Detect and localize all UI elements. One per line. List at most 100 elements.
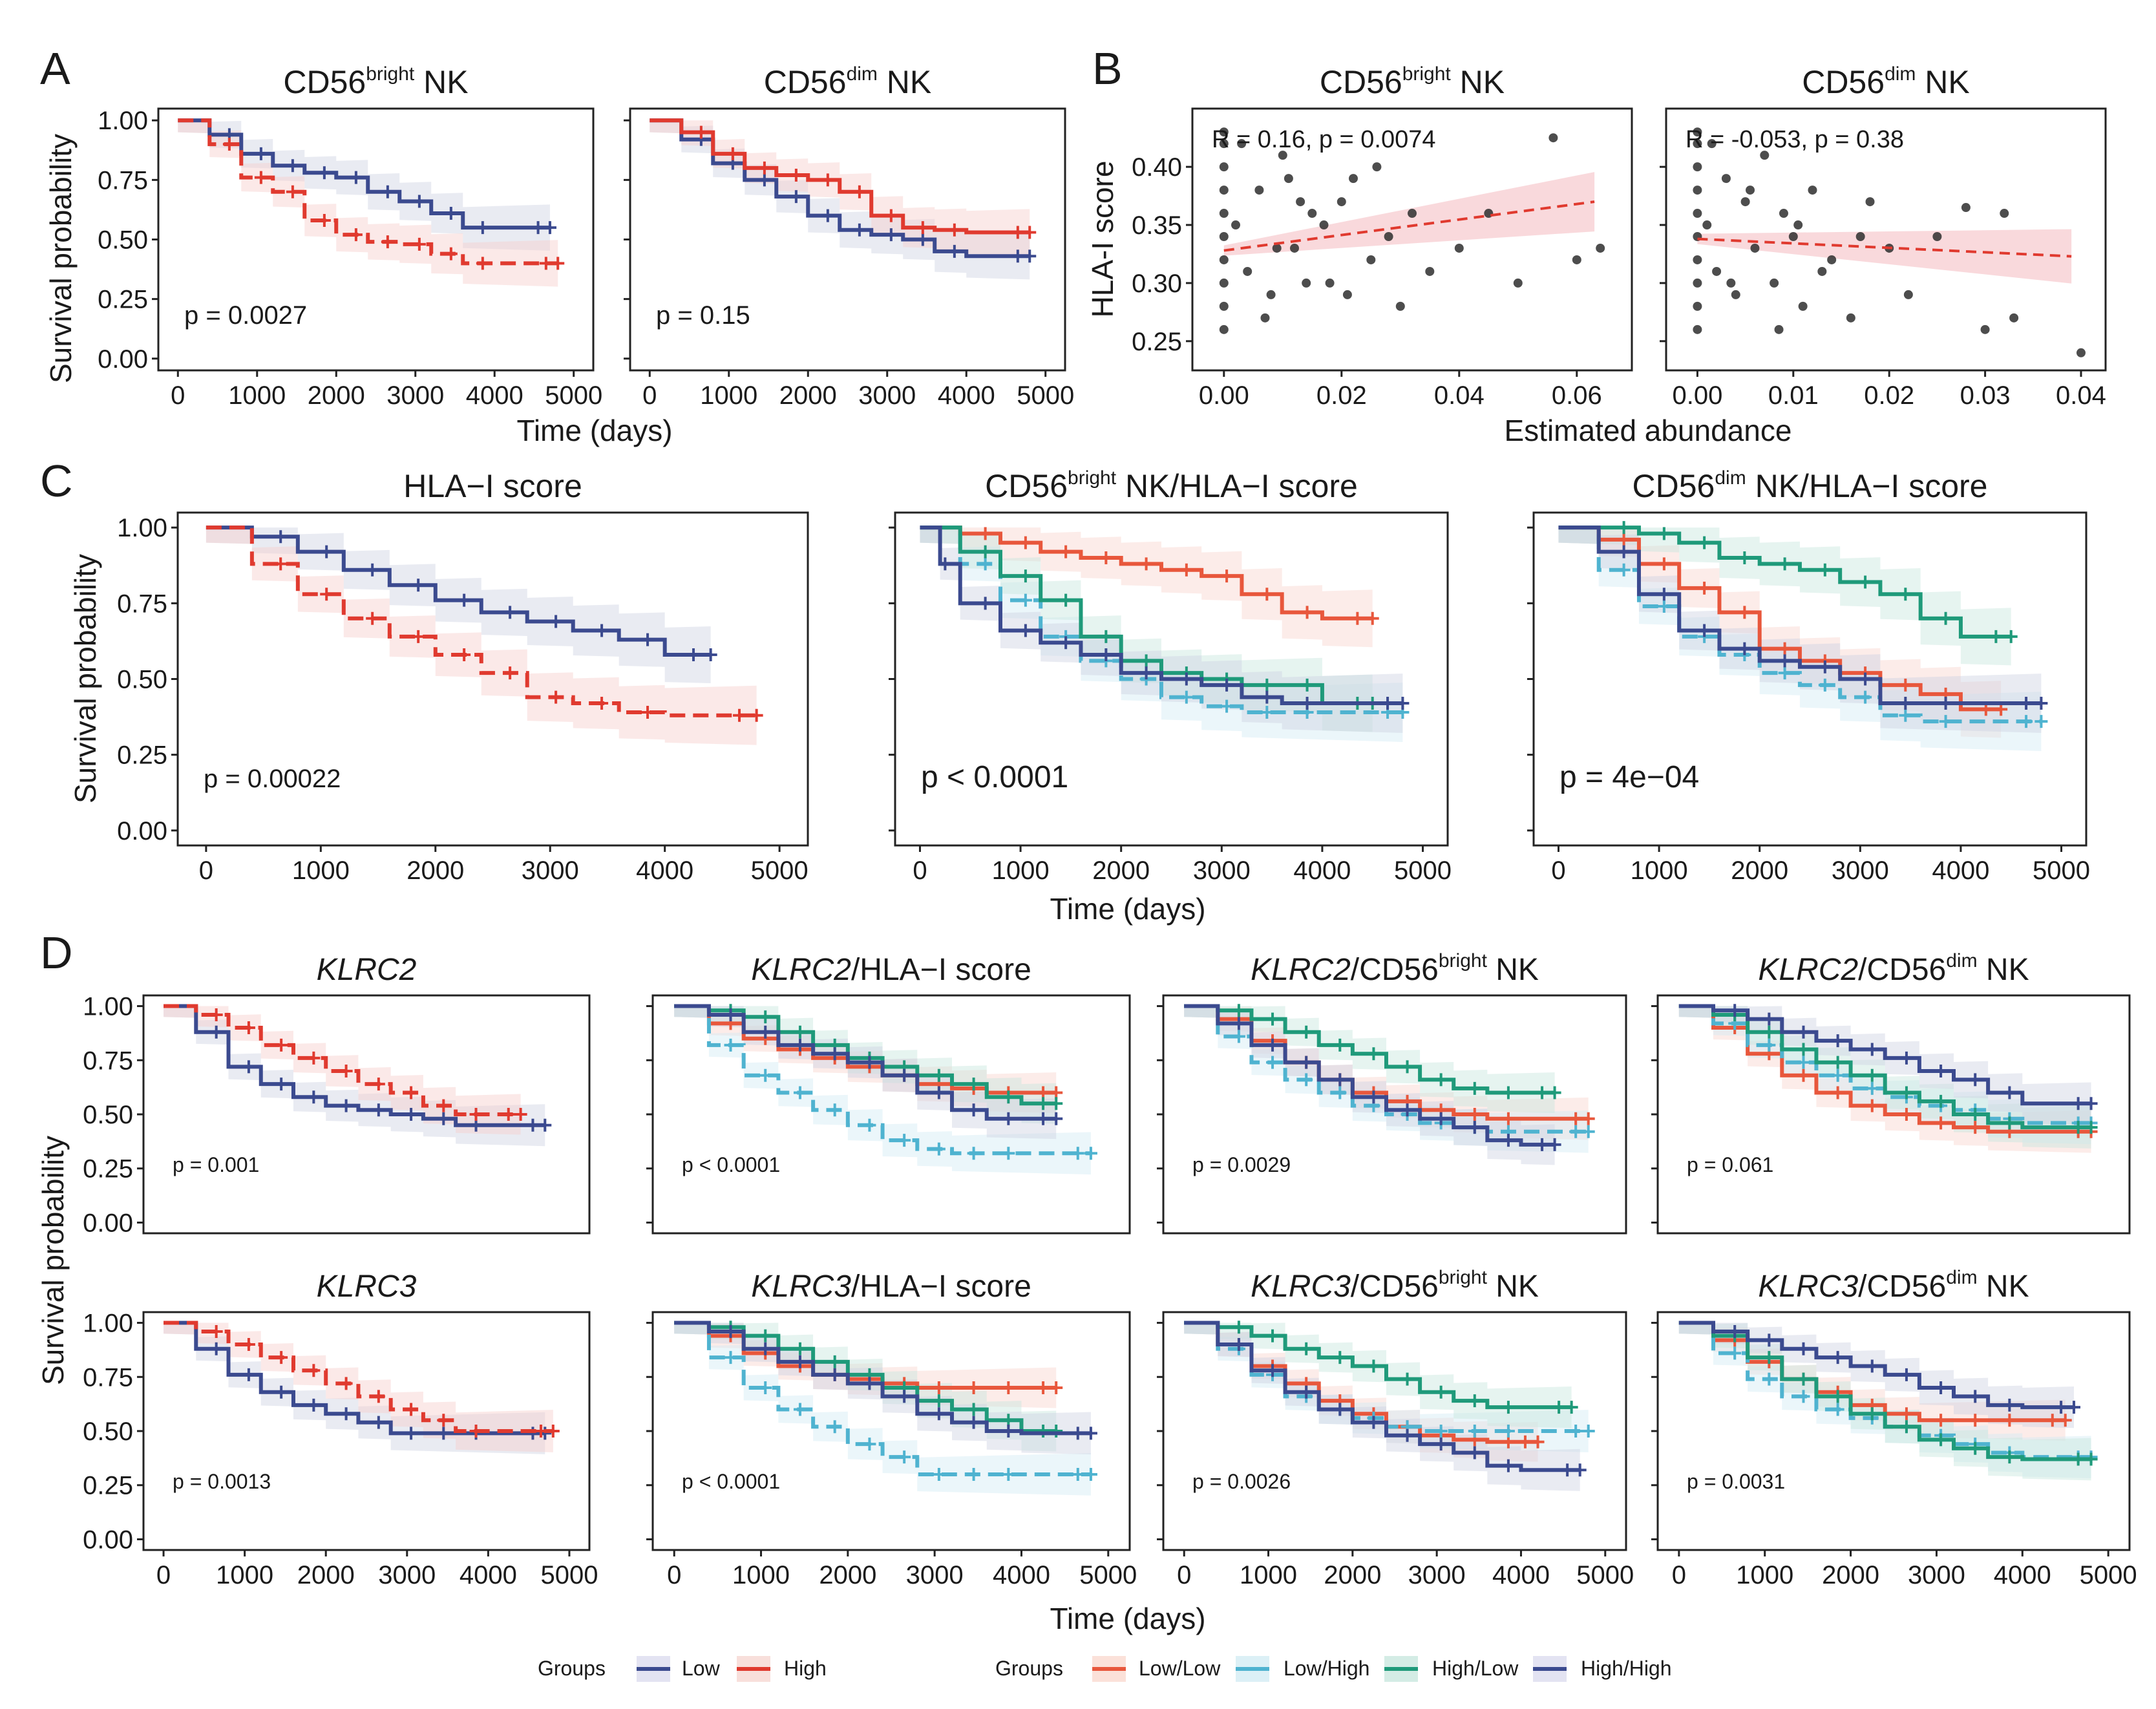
censor-mark	[1050, 1425, 1063, 1438]
km-confidence-band	[1678, 1322, 2091, 1479]
censor-mark	[1050, 1381, 1063, 1395]
censor-mark	[932, 1068, 946, 1082]
censor-mark	[412, 195, 426, 208]
censor-mark	[1300, 1073, 1313, 1087]
censor-mark	[1220, 699, 1234, 713]
y-tick-label: 0.75	[117, 589, 167, 618]
scatter-point	[1693, 139, 1702, 149]
chart-d1: KLRC2 0.00 0.25 0.50 0.75 1.00 p = 0.001	[83, 953, 591, 1237]
censor-mark	[539, 257, 553, 270]
censor-mark	[2003, 1450, 2016, 1464]
chart-c3: CD56dim NK/HLA−I score 0 1000 2000 3000 4000 5…	[1527, 467, 2090, 885]
y-tick-label: 0.00	[98, 345, 148, 374]
scatter-point	[1219, 209, 1229, 218]
chart-title: CD56bright NK/HLA−I score	[985, 467, 1358, 504]
x-tick-label: 2000	[308, 381, 365, 410]
censor-mark	[978, 597, 992, 610]
censor-mark	[412, 630, 425, 643]
censor-mark	[254, 171, 268, 184]
censor-mark	[1002, 1467, 1015, 1481]
x-tick-label: 0	[156, 1561, 171, 1589]
x-tick-label: 0.06	[1552, 381, 1602, 410]
censor-mark	[852, 185, 866, 198]
censor-mark	[538, 1118, 552, 1132]
censor-mark	[2034, 715, 2048, 728]
x-tick-label: 3000	[906, 1561, 964, 1589]
censor-mark	[1531, 1435, 1545, 1449]
chart-title: CD56dim NK	[1802, 63, 1970, 100]
censor-mark	[1698, 581, 1711, 595]
censor-mark	[339, 1377, 353, 1390]
censor-mark	[1300, 1385, 1313, 1399]
censor-mark	[1266, 1056, 1280, 1069]
censor-mark	[1179, 672, 1193, 686]
censor-mark	[366, 611, 379, 625]
censor-mark	[1778, 642, 1791, 655]
censor-mark	[1698, 536, 1711, 549]
correlation-annotation: R = 0.16, p = 0.0074	[1212, 126, 1436, 153]
scatter-point	[1572, 255, 1581, 264]
censor-mark	[1797, 1372, 1810, 1386]
censor-mark	[242, 1338, 255, 1352]
censor-mark	[503, 606, 517, 619]
scatter-point	[1793, 220, 1803, 230]
censor-mark	[503, 666, 517, 680]
km-confidence-band	[1184, 1322, 1589, 1452]
x-tick-label: 4000	[460, 1561, 517, 1589]
censor-mark	[2003, 1086, 2016, 1099]
censor-mark	[828, 1355, 841, 1368]
censor-mark	[793, 1038, 807, 1052]
censor-mark	[1762, 1372, 1776, 1386]
censor-mark	[1969, 1121, 1982, 1134]
censor-mark	[1071, 1427, 1084, 1440]
x-tick-label: 1000	[1240, 1561, 1297, 1589]
scatter-point	[1425, 266, 1435, 276]
km-confidence-band	[920, 527, 1373, 648]
censor-mark	[1300, 1342, 1313, 1355]
censor-mark	[1232, 1338, 1245, 1352]
chart-d4: KLRC2/CD56dim NK p = 0.061	[1651, 950, 2131, 1235]
km-curve-low-high	[674, 1004, 1091, 1156]
panel-letter-a: A	[40, 43, 70, 94]
censor-mark	[1797, 1056, 1810, 1069]
censor-mark	[2034, 696, 2048, 710]
censor-mark	[1762, 1025, 1776, 1039]
censor-mark	[828, 1103, 841, 1117]
censor-mark	[2058, 1414, 2072, 1427]
censor-mark	[1501, 1459, 1515, 1472]
y-tick-label: 0.50	[98, 226, 148, 255]
scatter-point	[1325, 278, 1335, 288]
censor-mark	[381, 235, 394, 249]
censor-mark	[1581, 1425, 1595, 1438]
scatter-point	[1961, 203, 1971, 213]
chart-title: KLRC3/CD56bright NK	[1251, 1267, 1539, 1304]
censor-mark	[1084, 1427, 1097, 1440]
legend-four-groups: Groups Low/Low Low/High High/Low High/Hi…	[995, 1656, 1672, 1682]
km-confidence-band	[920, 527, 1373, 732]
censor-mark	[884, 209, 898, 222]
scatter-point	[1808, 186, 1817, 195]
chart-title: KLRC3/CD56dim NK	[1758, 1267, 2029, 1304]
censor-mark	[1536, 1138, 1549, 1151]
censor-mark	[372, 1103, 385, 1117]
censor-mark	[1434, 1385, 1448, 1399]
censor-mark	[1939, 611, 1952, 625]
panel-b-y-label: HLA-I score	[1086, 161, 1119, 318]
censor-mark	[1548, 1086, 1561, 1099]
censor-mark	[1969, 1390, 1982, 1403]
scatter-point	[1319, 220, 1329, 230]
censor-mark	[1797, 1043, 1810, 1056]
censor-mark	[1969, 1414, 1982, 1427]
chart-title: CD56bright NK	[1320, 63, 1505, 100]
x-tick-label: 1000	[216, 1561, 273, 1589]
y-tick-label: 0.25	[98, 286, 148, 314]
censor-mark	[502, 1108, 515, 1121]
scatter-point	[1980, 324, 1990, 334]
censor-mark	[307, 1398, 321, 1412]
x-tick-label: 0.03	[1960, 381, 2011, 410]
scatter-point	[1817, 266, 1827, 276]
censor-mark	[1738, 642, 1751, 655]
censor-mark	[967, 1077, 980, 1091]
scatter-point	[1260, 313, 1270, 323]
x-tick-label: 1000	[292, 856, 350, 885]
